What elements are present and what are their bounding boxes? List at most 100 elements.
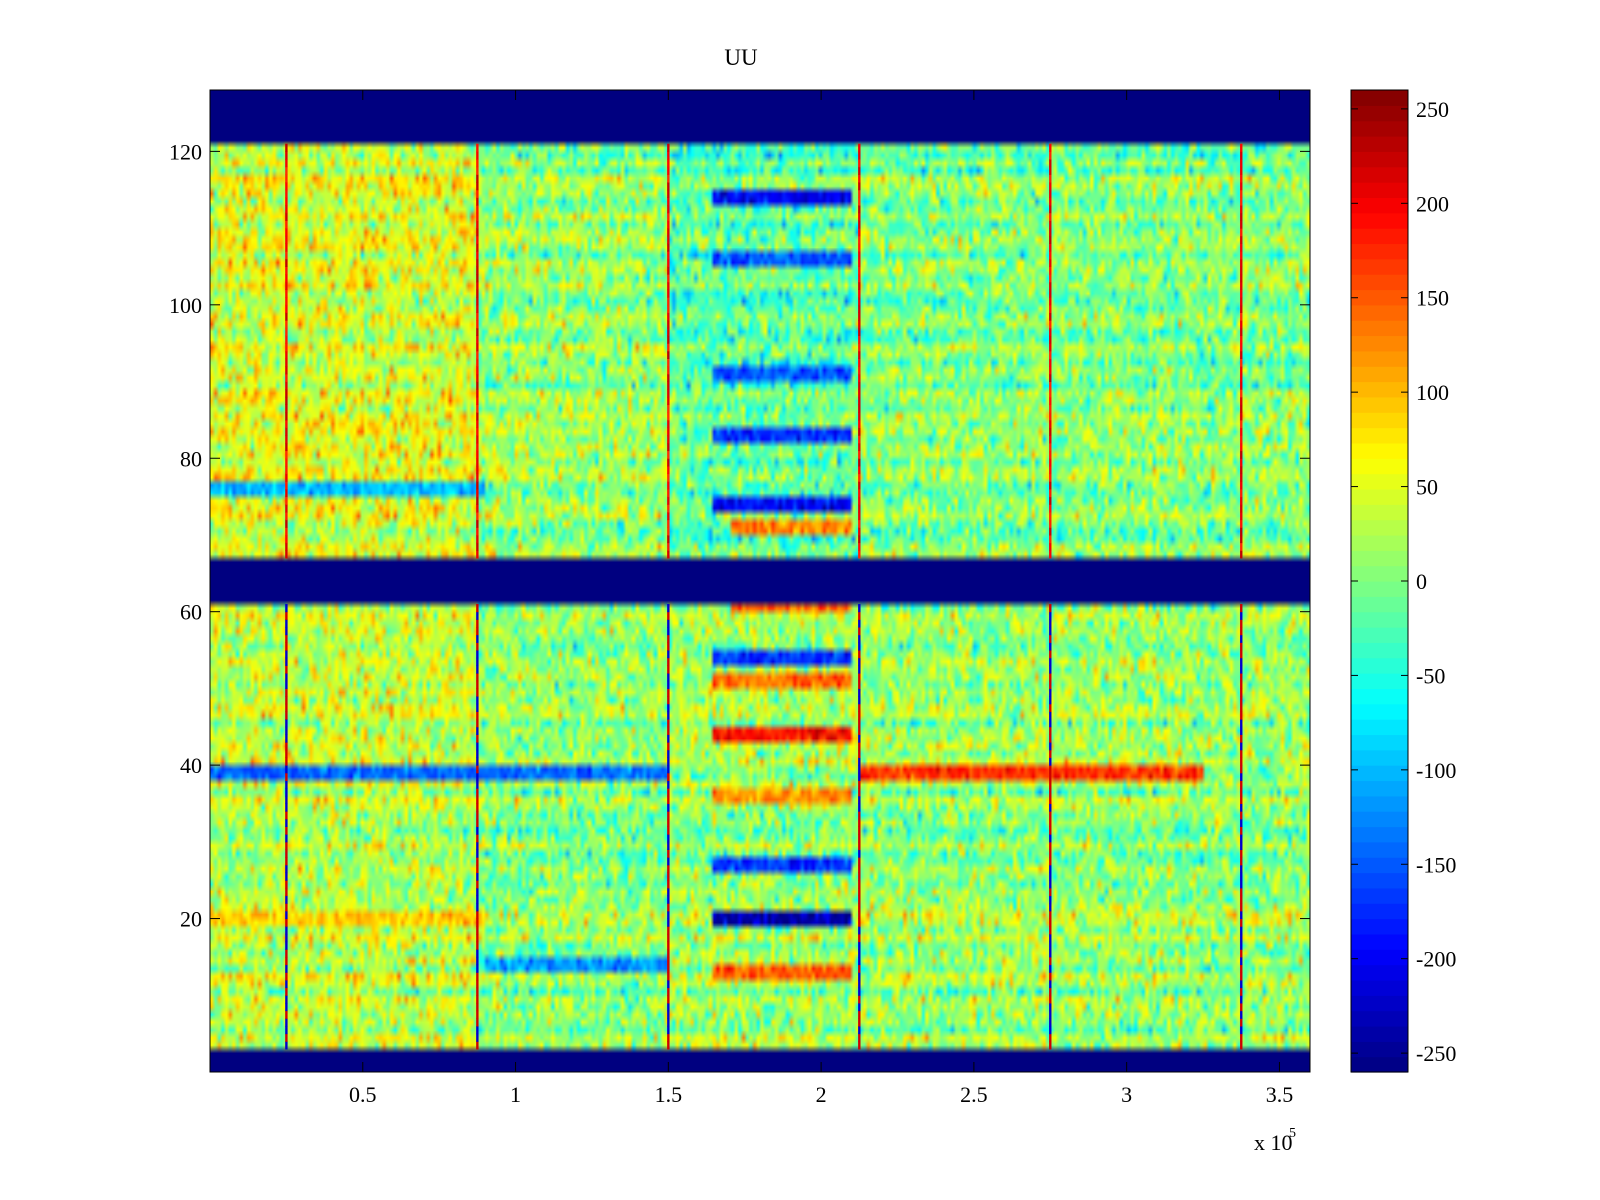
colorbar-step [1351, 488, 1408, 505]
colorbar-step [1351, 120, 1408, 137]
spike-line [1240, 143, 1243, 1050]
colorbar-step [1351, 412, 1408, 429]
colorbar-step [1351, 611, 1408, 628]
x-tick-label: 3.5 [1266, 1082, 1294, 1107]
colorbar-step [1351, 627, 1408, 643]
colorbar-step [1351, 258, 1408, 275]
colorbar-step [1351, 918, 1408, 935]
colorbar-step [1351, 136, 1408, 152]
colorbar-step [1351, 841, 1408, 858]
colorbar: 250 200 150 100 50 0 -50 -100 -150 -200 -250 [1350, 89, 1456, 1073]
colorbar-step [1351, 642, 1408, 659]
colorbar-step [1351, 964, 1408, 981]
colorbar-step [1351, 105, 1408, 122]
colorbar-tick-label: 200 [1416, 191, 1449, 216]
x-tick-label: 2 [816, 1082, 827, 1107]
y-tick-label: 40 [180, 753, 202, 778]
colorbar-step [1351, 381, 1408, 398]
colorbar-step [1351, 366, 1408, 383]
x-tick-label: 3 [1121, 1082, 1132, 1107]
colorbar-step [1351, 596, 1408, 613]
colorbar-step [1351, 811, 1408, 828]
colorbar-step [1351, 565, 1408, 582]
colorbar-step [1351, 703, 1408, 720]
colorbar-step [1351, 780, 1408, 797]
colorbar-step [1351, 688, 1408, 705]
y-tick-label: 120 [169, 139, 202, 164]
x-tick-label: 2.5 [960, 1082, 988, 1107]
colorbar-step [1351, 1010, 1408, 1027]
colorbar-tick-label: 0 [1416, 569, 1427, 594]
spike-line [285, 143, 288, 1050]
colorbar-tick-label: -200 [1416, 947, 1456, 972]
colorbar-step [1351, 228, 1408, 245]
colorbar-step [1351, 1056, 1408, 1073]
colorbar-step [1351, 719, 1408, 736]
colorbar-tick-label: 150 [1416, 286, 1449, 311]
colorbar-step [1351, 979, 1408, 996]
spike-line [1049, 143, 1052, 1050]
y-tick-label: 20 [180, 907, 202, 932]
colorbar-step [1351, 826, 1408, 843]
colorbar-step [1351, 427, 1408, 444]
y-tick-label: 60 [180, 600, 202, 625]
x-scale-exponent: 5 [1289, 1126, 1296, 1141]
heatmap-cells [210, 90, 1310, 1072]
colorbar-step [1351, 166, 1408, 183]
colorbar-step [1351, 473, 1408, 490]
colorbar-step [1351, 504, 1408, 521]
colorbar-step [1351, 550, 1408, 567]
colorbar-step [1351, 795, 1408, 812]
spike-line [476, 143, 479, 1050]
x-tick-label: 1.5 [655, 1082, 683, 1107]
colorbar-step [1351, 933, 1408, 950]
x-tick-label: 0.5 [349, 1082, 377, 1107]
colorbar-tick-label: 100 [1416, 380, 1449, 405]
colorbar-step [1351, 274, 1408, 291]
colorbar-tick-label: -100 [1416, 758, 1456, 783]
y-tick-label: 100 [169, 293, 202, 318]
colorbar-step [1351, 151, 1408, 168]
colorbar-step [1351, 350, 1408, 367]
colorbar-step [1351, 182, 1408, 199]
colorbar-step [1351, 749, 1408, 766]
colorbar-step [1351, 581, 1408, 597]
colorbar-step [1351, 887, 1408, 904]
colorbar-step [1351, 243, 1408, 260]
colorbar-tick-label: -150 [1416, 852, 1456, 877]
colorbar-step [1351, 734, 1408, 751]
colorbar-step [1351, 197, 1408, 214]
chart-title: UU [724, 45, 758, 70]
colorbar-tick-label: 50 [1416, 475, 1438, 500]
x-scale-base: x 10 [1254, 1130, 1293, 1155]
colorbar-step [1351, 320, 1408, 337]
axes: 0.5 1 1.5 2 2.5 3 3.5 20 40 60 80 100 120 [169, 89, 1311, 1107]
colorbar-step [1351, 949, 1408, 966]
colorbar-step [1351, 304, 1408, 321]
colorbar-step [1351, 442, 1408, 459]
colorbar-step [1351, 995, 1408, 1012]
colorbar-step [1351, 335, 1408, 352]
colorbar-step [1351, 289, 1408, 306]
spike-line [667, 143, 670, 1050]
spike-line [858, 143, 861, 1050]
colorbar-step [1351, 1025, 1408, 1042]
plot-frame [209, 89, 1311, 1073]
colorbar-step [1351, 1041, 1408, 1058]
colorbar-step [1351, 90, 1408, 106]
colorbar-step [1351, 519, 1408, 536]
colorbar-tick-label: -50 [1416, 663, 1445, 688]
colorbar-step [1351, 765, 1408, 782]
colorbar-step [1351, 657, 1408, 674]
colorbar-step [1351, 212, 1408, 229]
colorbar-step [1351, 458, 1408, 475]
colorbar-step [1351, 534, 1408, 551]
heatmap-plot [210, 90, 1310, 1072]
colorbar-step [1351, 903, 1408, 920]
colorbar-tick-label: -250 [1416, 1041, 1456, 1066]
colorbar-tick-label: 250 [1416, 97, 1449, 122]
x-scale-label: x 10 5 [1254, 1126, 1296, 1155]
colorbar-step [1351, 673, 1408, 690]
y-tick-label: 80 [180, 446, 202, 471]
